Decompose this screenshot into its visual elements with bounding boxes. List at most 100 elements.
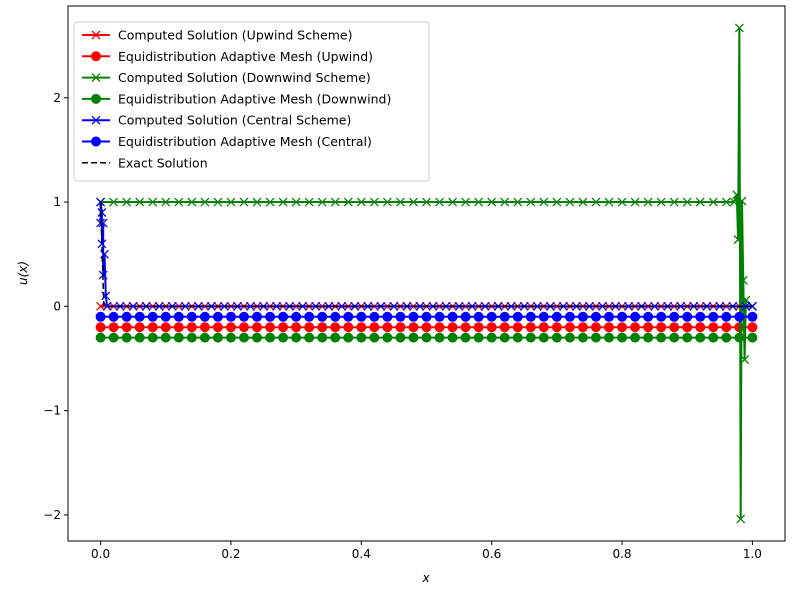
data-point-stroke	[304, 197, 314, 207]
data-point	[382, 332, 393, 343]
data-point-stroke	[409, 197, 418, 207]
data-point-stroke	[738, 275, 748, 285]
data-point-stroke	[732, 190, 742, 200]
data-point	[421, 322, 432, 333]
data-point	[682, 311, 693, 322]
legend-entry: Computed Solution (Downwind Scheme)	[82, 70, 371, 85]
legend-marker-stroke	[91, 115, 101, 125]
data-point	[147, 311, 158, 322]
y-tick-label: −2	[43, 508, 61, 522]
data-point	[382, 311, 393, 322]
data-point	[577, 311, 588, 322]
data-point-stroke	[741, 301, 751, 311]
data-point-stroke	[740, 355, 750, 364]
data-point	[369, 311, 380, 322]
data-point-stroke	[650, 301, 660, 311]
legend-label: Computed Solution (Central Scheme)	[118, 113, 351, 128]
data-point	[434, 332, 445, 343]
data-point	[737, 196, 747, 206]
data-point	[173, 332, 184, 343]
data-point	[630, 311, 641, 322]
data-point	[630, 197, 640, 207]
x-tick-label: 0.8	[612, 547, 631, 561]
data-point	[695, 197, 705, 207]
data-point	[617, 197, 627, 207]
legend-frame	[73, 21, 430, 182]
data-point	[460, 311, 471, 322]
data-point	[278, 332, 289, 343]
data-point	[721, 197, 731, 207]
data-point-stroke	[161, 197, 171, 207]
data-point-stroke	[389, 301, 399, 311]
data-point	[199, 322, 210, 333]
data-point	[643, 332, 654, 343]
data-point	[591, 197, 601, 207]
data-point-stroke	[317, 197, 327, 207]
data-point	[656, 311, 667, 322]
data-point-stroke	[219, 301, 229, 311]
data-point	[148, 197, 158, 207]
data-point-stroke	[154, 301, 164, 311]
data-point-stroke	[676, 301, 686, 311]
data-point	[147, 332, 158, 343]
data-point	[480, 301, 490, 311]
data-point	[738, 275, 748, 285]
data-point	[564, 311, 575, 322]
data-point	[513, 197, 523, 207]
data-point	[669, 332, 680, 343]
data-point	[499, 322, 510, 333]
data-point-stroke	[298, 301, 308, 311]
data-point	[304, 197, 314, 207]
data-point-stroke	[500, 197, 510, 207]
data-point	[617, 311, 628, 322]
data-point	[526, 197, 536, 207]
data-point	[225, 311, 236, 322]
data-point	[604, 197, 614, 207]
legend-entry: Equidistribution Adaptive Mesh (Downwind…	[82, 91, 391, 106]
data-point-stroke	[343, 197, 353, 207]
data-point	[669, 197, 679, 207]
data-point	[473, 332, 484, 343]
data-point-stroke	[643, 197, 653, 207]
data-point	[246, 301, 255, 311]
data-point-stroke	[532, 301, 542, 311]
data-point	[604, 311, 615, 322]
data-point	[473, 311, 484, 322]
data-point	[733, 235, 743, 245]
x-tick-label: 0.0	[91, 547, 110, 561]
data-point-stroke	[102, 301, 112, 311]
data-point-stroke	[552, 197, 562, 207]
data-point	[617, 332, 628, 343]
data-point	[330, 322, 341, 333]
data-point	[121, 322, 132, 333]
data-point	[278, 197, 288, 207]
data-point	[186, 332, 197, 343]
data-point	[212, 332, 223, 343]
data-point	[434, 322, 445, 333]
legend-label: Equidistribution Adaptive Mesh (Upwind)	[118, 49, 373, 64]
data-point	[499, 332, 510, 343]
data-point-stroke	[97, 208, 107, 217]
data-point	[708, 197, 718, 207]
data-point	[317, 332, 328, 343]
data-point	[135, 197, 145, 207]
data-point	[747, 311, 758, 322]
data-point-stroke	[480, 301, 490, 311]
data-point-stroke	[415, 301, 425, 311]
data-point-stroke	[246, 301, 255, 311]
data-point	[356, 322, 367, 333]
data-point	[590, 311, 601, 322]
data-point	[304, 332, 315, 343]
data-point-stroke	[729, 197, 739, 207]
data-point	[506, 301, 516, 311]
series-2	[96, 23, 757, 524]
data-point	[363, 301, 373, 311]
x-axis-label: x	[421, 571, 430, 585]
data-point-stroke	[474, 197, 484, 207]
data-point-stroke	[736, 514, 746, 524]
data-point	[409, 197, 418, 207]
data-point-stroke	[578, 197, 588, 207]
data-point	[291, 197, 301, 207]
data-point	[708, 311, 719, 322]
data-point	[317, 322, 328, 333]
